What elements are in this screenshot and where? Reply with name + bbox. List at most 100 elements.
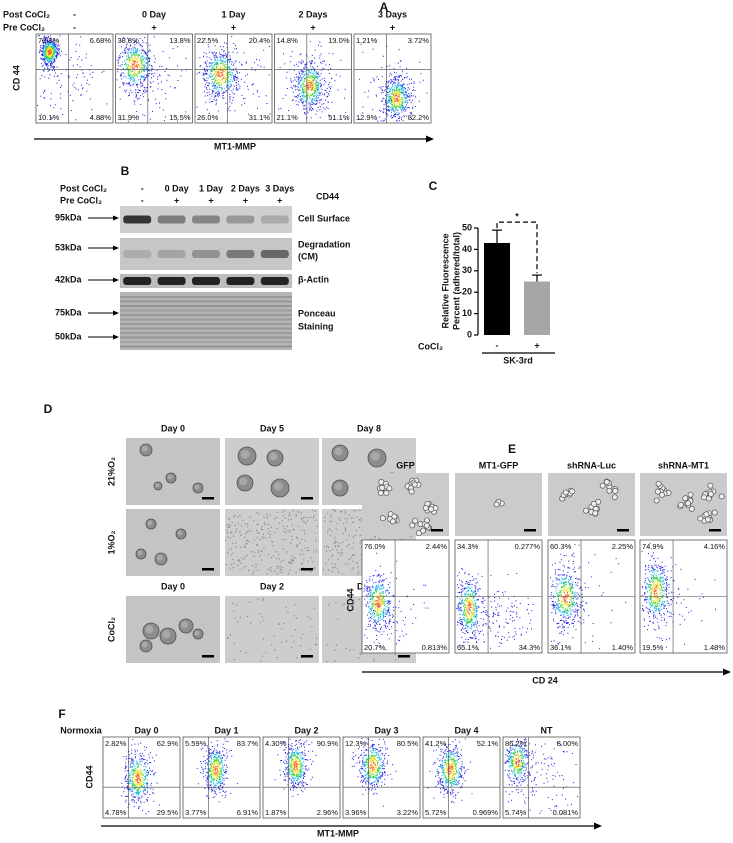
- scale-bar: [301, 655, 313, 658]
- row-label: Post CoCl₂: [3, 9, 50, 19]
- quadrant-percent: 10.1%: [38, 113, 60, 122]
- spheroid-core: [370, 451, 380, 461]
- x-tick-label: +: [534, 340, 539, 350]
- cell: [707, 482, 714, 489]
- row-label: CoCl₂: [106, 617, 116, 642]
- size-marker: 42kDa: [55, 274, 83, 284]
- quadrant-percent: 2.82%: [105, 739, 127, 748]
- quadrant-percent: 22.5%: [197, 36, 219, 45]
- column-header: Day 0: [161, 423, 185, 433]
- ponceau-band: [120, 336, 292, 339]
- column-header: shRNA-Luc: [567, 460, 616, 470]
- flow-dots: [291, 757, 301, 775]
- column-header: 0 Day: [165, 183, 189, 193]
- micrograph: [126, 509, 220, 576]
- quadrant-percent: 5.72%: [425, 808, 447, 817]
- quadrant-percent: 0.969%: [473, 808, 499, 817]
- flow-dots: [456, 567, 534, 650]
- quadrant-percent: 78.3%: [38, 36, 60, 45]
- cell: [705, 495, 712, 502]
- blot-band: [260, 250, 289, 258]
- y-tick-label: 10: [462, 308, 472, 318]
- quadrant-percent: 34.3%: [519, 643, 541, 652]
- panel-letter: C: [429, 179, 438, 193]
- quadrant-percent: 60.3%: [550, 542, 572, 551]
- arrow-head: [113, 334, 119, 340]
- quadrant-percent: 19.5%: [642, 643, 664, 652]
- column-header: +: [390, 22, 395, 32]
- flow-dots: [128, 56, 142, 75]
- spheroid-core: [177, 530, 183, 536]
- quadrant-percent: 4.30%: [265, 739, 287, 748]
- cell: [422, 505, 429, 512]
- flow-dots: [131, 60, 140, 70]
- quadrant-percent: 13.8%: [169, 36, 191, 45]
- cell: [603, 479, 610, 486]
- blot-band: [226, 215, 255, 224]
- column-header: 3 Days: [265, 183, 294, 193]
- flow-dots: [557, 581, 575, 612]
- flow-dots: [214, 65, 228, 84]
- blot-band: [123, 215, 152, 224]
- flow-dots: [289, 753, 303, 778]
- bar: [484, 242, 510, 335]
- flow-dots: [392, 91, 402, 107]
- column-header: -: [141, 183, 144, 193]
- column-header: 1 Day: [199, 183, 223, 193]
- axis-label: CD 24: [532, 675, 558, 685]
- arrow-head: [723, 668, 731, 676]
- column-header: Day 2: [260, 581, 284, 591]
- flow-dots: [365, 754, 380, 778]
- cell: [703, 511, 710, 518]
- cell: [590, 500, 597, 507]
- ponceau-band: [120, 341, 292, 343]
- cell: [383, 490, 390, 496]
- blot-band: [226, 250, 255, 258]
- scale-bar: [202, 497, 214, 500]
- y-tick-label: 30: [462, 265, 472, 275]
- axis-label: CD 44: [11, 65, 21, 91]
- quadrant-percent: 1.21%: [356, 36, 378, 45]
- flow-dots: [46, 47, 54, 58]
- panel-letter: B: [121, 164, 130, 178]
- quadrant-percent: 51.1%: [328, 113, 350, 122]
- column-header: Day 4: [454, 725, 478, 735]
- blot-band: [157, 277, 186, 285]
- blot-band: [123, 250, 152, 258]
- flow-dots: [648, 576, 664, 608]
- arrow-head: [113, 245, 119, 251]
- micrograph: [362, 473, 449, 536]
- spheroid-core: [334, 447, 343, 456]
- spheroid-core: [156, 554, 163, 561]
- panel-letter: F: [58, 707, 65, 721]
- cell: [718, 493, 725, 500]
- flow-dots: [133, 769, 144, 787]
- y-tick-label: 0: [467, 329, 472, 339]
- column-header: -: [141, 195, 144, 205]
- column-header: 1 Day: [221, 9, 245, 19]
- scale-bar: [301, 497, 313, 500]
- cell: [379, 515, 386, 522]
- quadrant-percent: 26.0%: [197, 113, 219, 122]
- flow-dots: [560, 586, 572, 608]
- ponceau-band: [120, 309, 292, 312]
- spheroid-core: [194, 630, 200, 636]
- quadrant-percent: 0.813%: [422, 643, 448, 652]
- cell: [420, 527, 427, 534]
- size-marker: 95kDa: [55, 212, 83, 222]
- arrow-head: [113, 277, 119, 283]
- column-header: +: [243, 195, 248, 205]
- flow-dots: [278, 38, 347, 120]
- quadrant-percent: 62.9%: [157, 739, 179, 748]
- quadrant-percent: 20.4%: [249, 36, 271, 45]
- blot-band: [226, 277, 255, 285]
- significance-bracket: [496, 221, 538, 274]
- flow-plot-frame: [262, 736, 341, 819]
- column-header: +: [231, 22, 236, 32]
- column-header: -: [73, 22, 76, 32]
- quadrant-percent: 2.44%: [426, 542, 448, 551]
- ponceau-band: [120, 327, 292, 330]
- cell: [389, 518, 396, 525]
- quadrant-percent: 90.9%: [317, 739, 339, 748]
